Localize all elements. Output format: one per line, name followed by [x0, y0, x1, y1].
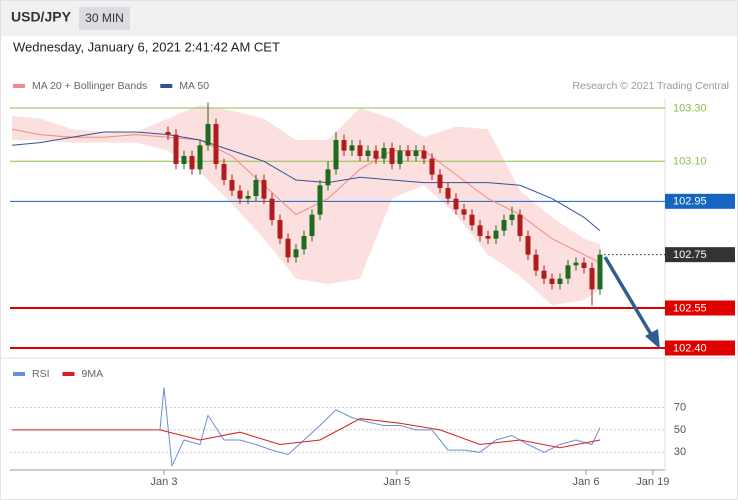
candle-body — [445, 187, 451, 199]
candle-body — [405, 150, 411, 156]
timeframe: 30 MIN — [85, 11, 124, 25]
y-tick-label: 30 — [674, 446, 686, 458]
candle-body — [453, 198, 459, 210]
arrow-shaft — [603, 256, 654, 337]
legend-label: MA 20 + Bollinger Bands — [32, 80, 147, 92]
candle-body — [189, 155, 195, 170]
x-tick-label: Jan 3 — [151, 476, 178, 488]
level-label: 102.75 — [673, 249, 707, 261]
arrow-head — [645, 329, 660, 349]
candle-body — [253, 179, 259, 196]
x-tick-label: Jan 19 — [636, 476, 669, 488]
candle-body — [325, 169, 331, 186]
price-panel: MA 20 + Bollinger Bands MA 50 103.30 103.10… — [10, 80, 735, 356]
candle-body — [293, 249, 299, 258]
legend-label: 9MA — [82, 368, 104, 380]
candle-body — [469, 214, 475, 226]
candle-body — [413, 150, 419, 156]
rsi-line — [12, 418, 601, 449]
y-tick-label: 70 — [674, 401, 686, 413]
candle-body — [517, 214, 523, 236]
legend-swatch — [62, 372, 75, 376]
candle-body — [357, 145, 363, 156]
candle-body — [541, 270, 547, 279]
candle-body — [197, 145, 203, 170]
candle-body — [365, 150, 371, 156]
candle-body — [373, 150, 379, 159]
candle-body — [261, 179, 267, 199]
candle-body — [237, 190, 243, 199]
timestamp: Wednesday, January 6, 2021 2:41:42 AM CE… — [13, 39, 280, 54]
ma-line — [11, 128, 601, 264]
candle-body — [389, 147, 395, 164]
level-label: 103.10 — [673, 156, 707, 168]
candle-body — [573, 262, 579, 266]
candle-body — [509, 214, 515, 220]
candle-body — [461, 209, 467, 215]
candle-body — [173, 134, 179, 164]
legend-label: MA 50 — [179, 80, 209, 92]
candle-body — [429, 158, 435, 175]
candle-body — [565, 265, 571, 279]
level-label: 103.30 — [673, 102, 707, 114]
bollinger-band — [12, 105, 600, 306]
candle-body — [533, 254, 539, 271]
legend-label: RSI — [32, 368, 50, 380]
level-label: 102.40 — [673, 342, 707, 354]
level-label: 102.55 — [673, 302, 707, 314]
candle-body — [285, 238, 291, 258]
candle-body — [221, 163, 227, 180]
candle-body — [245, 195, 251, 199]
candle-body — [269, 198, 275, 220]
symbol: USD/JPY — [11, 9, 72, 25]
candle-body — [501, 219, 507, 231]
legend-swatch — [13, 84, 25, 88]
legend-swatch — [160, 84, 173, 88]
rsi-panel: RSI 9MA 70 50 30 Jan 3 Jan 5 Jan 6 Jan 19 — [10, 368, 686, 488]
timeframe-box — [79, 7, 130, 30]
candle-body — [181, 155, 187, 164]
level-label-box — [665, 300, 735, 316]
candle-body — [421, 150, 427, 159]
candle-body — [213, 123, 219, 164]
candle-body — [341, 139, 347, 151]
candle-body — [381, 147, 387, 159]
rsi-line — [159, 387, 601, 468]
candle-body — [349, 145, 355, 151]
candle-body — [317, 185, 323, 215]
y-tick-label: 50 — [674, 424, 686, 436]
candle-body — [485, 235, 491, 239]
candle-body — [301, 235, 307, 250]
candle-body — [477, 225, 483, 236]
candle-body — [557, 278, 563, 284]
x-tick-label: Jan 6 — [573, 476, 600, 488]
forecast-arrow — [603, 256, 660, 349]
candle-body — [333, 139, 339, 170]
ma-line — [11, 131, 601, 232]
credit: Research © 2021 Trading Central — [572, 80, 729, 92]
candle-body — [525, 235, 531, 255]
candle-body — [229, 179, 235, 191]
legend-swatch — [13, 372, 25, 376]
candle-body — [397, 150, 403, 164]
level-label: 102.95 — [673, 196, 707, 208]
candle-body — [309, 214, 315, 236]
candle-body — [493, 230, 499, 239]
level-label-box — [665, 340, 735, 356]
candle-body — [597, 254, 603, 290]
candle-body — [277, 219, 283, 239]
candle-body — [549, 278, 555, 284]
candle-body — [589, 267, 595, 290]
x-tick-label: Jan 5 — [383, 476, 410, 488]
candle-body — [437, 174, 443, 188]
level-label-box — [665, 247, 735, 263]
candle-body — [581, 262, 587, 268]
level-label-box — [665, 193, 735, 209]
candle-body — [165, 131, 171, 135]
candle-body — [205, 123, 211, 146]
